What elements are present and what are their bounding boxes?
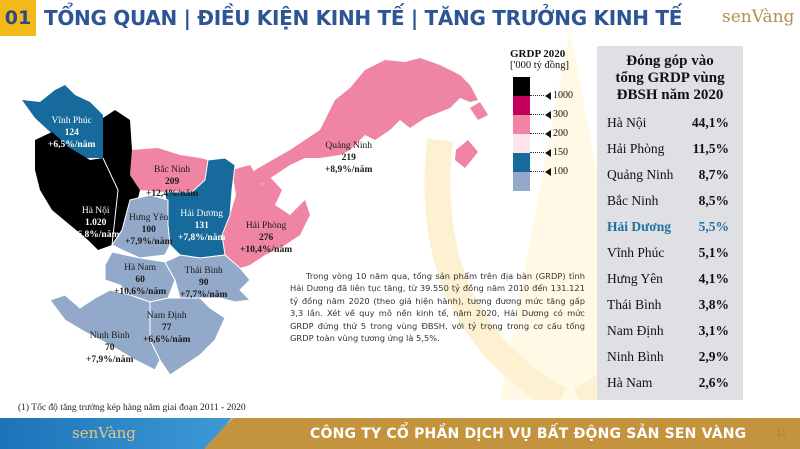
arrow-left-icon: [545, 167, 551, 176]
share-row: Thái Bình 3,8%: [607, 297, 729, 312]
footer-gold-band: [200, 418, 800, 449]
legend-swatch-100-150: [513, 153, 530, 172]
arrow-left-icon: [545, 129, 551, 138]
region-hai-phong: [222, 165, 310, 268]
grdp-map: Vĩnh Phúc 124 +6,5%/năm Hà Nội 1.020 +6,…: [0, 40, 600, 400]
legend-tick-1000: 1000: [530, 90, 573, 101]
label-ha-noi: Hà Nội 1.020 +6,8%/năm: [72, 206, 120, 240]
label-ha-nam: Hà Nam 60 +10,6%/năm: [114, 263, 167, 297]
region-ha-noi: [35, 110, 140, 250]
legend-tick-100: 100: [530, 166, 568, 177]
share-row: Hà Nội 44,1%: [607, 115, 729, 130]
arrow-left-icon: [545, 148, 551, 157]
page-title: TỔNG QUAN | ĐIỀU KIỆN KINH TẾ | TĂNG TRƯ…: [44, 6, 683, 30]
label-thai-binh: Thái Bình 90 +7,7%/năm: [180, 266, 228, 300]
footer-company-name: CÔNG TY CỔ PHẦN DỊCH VỤ BẤT ĐỘNG SẢN SEN…: [310, 426, 747, 442]
legend-swatch-under-100: [513, 172, 530, 191]
legend-swatch-200-300: [513, 115, 530, 134]
page-number: 11: [777, 428, 787, 438]
share-row: Hải Phòng 11,5%: [607, 141, 729, 156]
legend-tick-300: 300: [530, 109, 568, 120]
legend-tick-200: 200: [530, 128, 568, 139]
footer: senVàng CÔNG TY CỔ PHẦN DỊCH VỤ BẤT ĐỘNG…: [0, 418, 800, 449]
label-hung-yen: Hưng Yên 100 +7,9%/năm: [125, 213, 173, 247]
legend-title: GRDP 2020: [510, 48, 566, 60]
share-row: Ninh Bình 2,9%: [607, 349, 729, 364]
legend-swatch-150-200: [513, 134, 530, 153]
label-hai-phong: Hải Phòng 276 +10,4%/năm: [240, 221, 293, 255]
share-row: Hà Nam 2,6%: [607, 375, 729, 390]
footer-brand-logo: senVàng: [72, 424, 136, 442]
share-row: Quảng Ninh 8,7%: [607, 167, 729, 182]
share-row-highlighted: Hải Dương 5,5%: [607, 219, 729, 234]
label-ninh-binh: Ninh Bình 70 +7,9%/năm: [86, 331, 134, 365]
footer-blue-band: [0, 418, 232, 449]
arrow-left-icon: [545, 91, 551, 100]
map-legend: GRDP 2020 ['000 tỷ đồng] 1000 300 200 15…: [510, 48, 595, 197]
footnote: (1) Tốc độ tăng trưởng kép hàng năm giai…: [18, 403, 246, 413]
label-hai-duong: Hải Dương 131 +7,8%/năm: [178, 209, 226, 243]
label-vinh-phuc: Vĩnh Phúc 124 +6,5%/năm: [48, 116, 96, 150]
description-paragraph: Trong vòng 10 năm qua, tổng sản phẩm trê…: [290, 271, 585, 344]
brand-logo: senVàng: [722, 7, 795, 27]
region-bac-ninh: [130, 148, 208, 192]
share-panel-title: Đóng góp vào tổng GRDP vùng ĐBSH năm 202…: [615, 53, 725, 103]
share-row: Nam Định 3,1%: [607, 323, 729, 338]
header: 01 TỔNG QUAN | ĐIỀU KIỆN KINH TẾ | TĂNG …: [0, 0, 800, 38]
region-vinh-phuc: [22, 85, 103, 158]
section-number: 01: [0, 0, 36, 36]
region-ninh-binh: [49, 289, 161, 371]
legend-swatch-300-1000: [513, 96, 530, 115]
grdp-share-panel: Đóng góp vào tổng GRDP vùng ĐBSH năm 202…: [597, 46, 743, 400]
arrow-left-icon: [545, 110, 551, 119]
region-hung-yen: [111, 194, 171, 259]
region-hai-duong: [164, 157, 236, 259]
legend-subtitle: ['000 tỷ đồng]: [510, 60, 570, 71]
share-list: Hà Nội 44,1% Hải Phòng 11,5% Quảng Ninh 8,7…: [597, 110, 743, 396]
label-quang-ninh: Quảng Ninh 219 +8,9%/năm: [325, 141, 373, 175]
legend-tick-150: 150: [530, 147, 568, 158]
map-shapes: [22, 58, 488, 376]
legend-swatch-over-1000: [513, 77, 530, 96]
region-quang-ninh: [240, 58, 478, 200]
share-row: Hưng Yên 4,1%: [607, 271, 729, 286]
label-nam-dinh: Nam Định 77 +6,6%/năm: [143, 311, 191, 345]
label-bac-ninh: Bắc Ninh 209 +12,4%/năm: [146, 165, 199, 199]
share-row: Vĩnh Phúc 5,1%: [607, 245, 729, 260]
share-row: Bắc Ninh 8,5%: [607, 193, 729, 208]
